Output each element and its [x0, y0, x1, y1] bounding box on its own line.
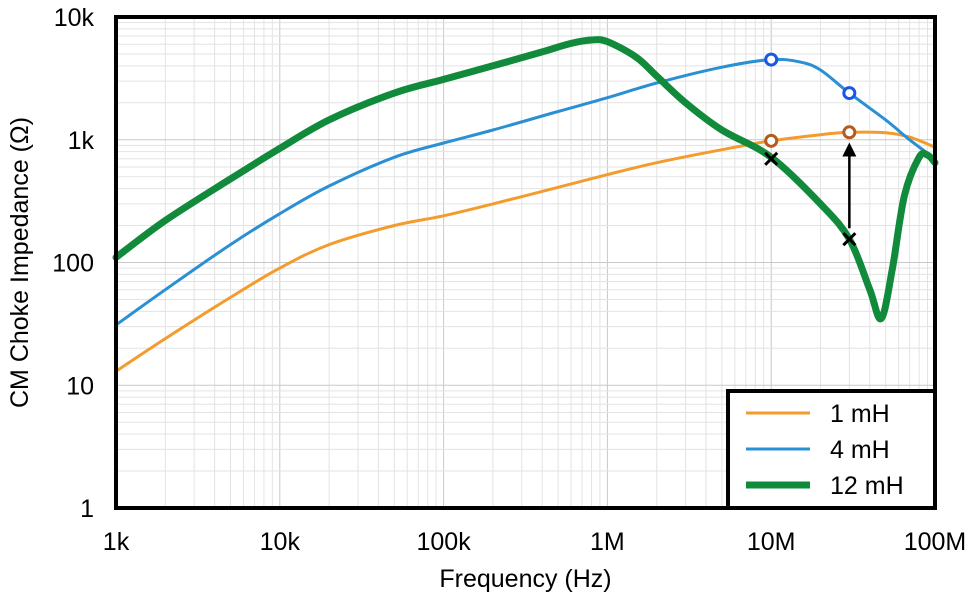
- x-tick-label: 100M: [904, 528, 967, 556]
- tick-labels: 1k 10k 100k 1M 10M 100M 1 10 100 1k 10k: [52, 4, 966, 556]
- series-line-1: [114, 130, 937, 373]
- y-tick-label: 100: [52, 250, 94, 278]
- x-tick-label: 1k: [103, 528, 130, 556]
- marker-circle: [764, 133, 779, 148]
- y-tick-label: 10k: [54, 4, 95, 32]
- legend-label: 12 mH: [830, 472, 904, 500]
- x-tick-label: 100k: [416, 528, 471, 556]
- x-tick-label: 10M: [747, 528, 796, 556]
- series-lines: [112, 36, 939, 373]
- y-tick-label: 1k: [68, 127, 95, 155]
- x-tick-label: 1M: [590, 528, 625, 556]
- marker-cross: [764, 151, 779, 166]
- series-line-3: [112, 36, 939, 323]
- y-tick-label: 10: [66, 372, 94, 400]
- data-markers: [764, 52, 857, 247]
- legend-label: 1 mH: [830, 400, 890, 428]
- marker-circle: [842, 86, 857, 101]
- marker-cross: [842, 232, 857, 247]
- legend-label: 4 mH: [830, 436, 890, 464]
- x-axis-title: Frequency (Hz): [439, 565, 611, 593]
- legend: 1 mH 4 mH 12 mH: [726, 389, 937, 510]
- marker-circle: [764, 52, 779, 67]
- marker-circle: [842, 125, 857, 140]
- y-tick-label: 1: [80, 495, 94, 523]
- plot-frame: [114, 15, 937, 510]
- annotation-arrow-head: [842, 142, 857, 157]
- y-axis-title: CM Choke Impedance (Ω): [6, 117, 34, 408]
- x-tick-label: 10k: [260, 528, 301, 556]
